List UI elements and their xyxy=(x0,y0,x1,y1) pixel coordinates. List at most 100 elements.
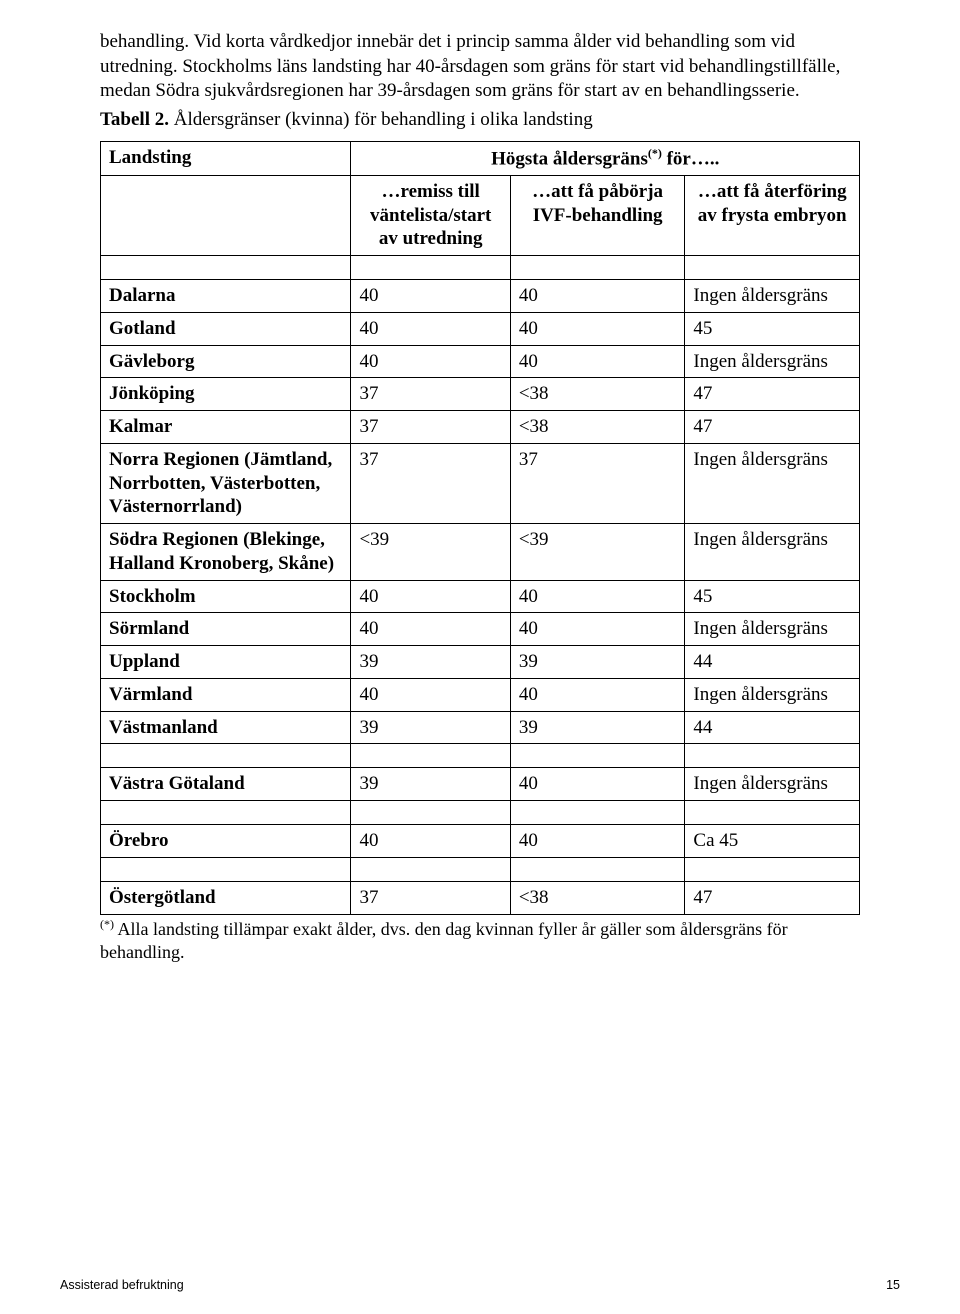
cell-c3: Ca 45 xyxy=(685,825,860,858)
table-header-row-2: …remiss till väntelista/start av utredni… xyxy=(101,175,860,255)
cell-c1: 40 xyxy=(351,580,510,613)
cell-c1: 39 xyxy=(351,646,510,679)
cell-c3: 47 xyxy=(685,881,860,914)
cell-c2: 40 xyxy=(510,345,685,378)
cell-c2: 40 xyxy=(510,312,685,345)
cell-c3: 47 xyxy=(685,378,860,411)
cell-c2: 39 xyxy=(510,711,685,744)
cell-c2: 40 xyxy=(510,768,685,801)
footer-left: Assisterad befruktning xyxy=(60,1278,184,1292)
cell-name: Gotland xyxy=(101,312,351,345)
table-spacer xyxy=(101,857,860,881)
cell-name: Örebro xyxy=(101,825,351,858)
table-row: Uppland 39 39 44 xyxy=(101,646,860,679)
cell-c2: <38 xyxy=(510,881,685,914)
cell-name: Stockholm xyxy=(101,580,351,613)
cell-c1: 39 xyxy=(351,768,510,801)
cell-c3: 47 xyxy=(685,411,860,444)
cell-c3: Ingen åldersgräns xyxy=(685,678,860,711)
cell-c3: Ingen åldersgräns xyxy=(685,443,860,523)
cell-name: Sörmland xyxy=(101,613,351,646)
table-row: Östergötland 37 <38 47 xyxy=(101,881,860,914)
cell-name: Gävleborg xyxy=(101,345,351,378)
caption-text: Åldersgränser (kvinna) för behandling i … xyxy=(169,109,593,130)
footnote-sup: (*) xyxy=(100,917,114,931)
cell-c2: 40 xyxy=(510,280,685,313)
table-spacer xyxy=(101,256,860,280)
cell-c3: 44 xyxy=(685,646,860,679)
cell-c3: Ingen åldersgräns xyxy=(685,524,860,581)
document-page: behandling. Vid korta vårdkedjor innebär… xyxy=(0,0,960,1314)
cell-c3: 45 xyxy=(685,580,860,613)
th-main: Högsta åldersgräns(*) för….. xyxy=(351,141,860,175)
cell-c1: 37 xyxy=(351,378,510,411)
cell-name: Norra Regionen (Jämtland, Norrbotten, Vä… xyxy=(101,443,351,523)
table-caption: Tabell 2. Åldersgränser (kvinna) för beh… xyxy=(100,108,860,133)
table-row: Värmland 40 40 Ingen åldersgräns xyxy=(101,678,860,711)
th-col3: …att få återföring av frysta embryon xyxy=(685,175,860,255)
cell-c3: Ingen åldersgräns xyxy=(685,345,860,378)
table-row: Stockholm 40 40 45 xyxy=(101,580,860,613)
table-row: Gävleborg 40 40 Ingen åldersgräns xyxy=(101,345,860,378)
cell-c2: 40 xyxy=(510,678,685,711)
cell-c1: 39 xyxy=(351,711,510,744)
cell-c3: Ingen åldersgräns xyxy=(685,280,860,313)
cell-c2: 40 xyxy=(510,825,685,858)
table-row: Västra Götaland 39 40 Ingen åldersgräns xyxy=(101,768,860,801)
cell-c2: 39 xyxy=(510,646,685,679)
cell-c3: Ingen åldersgräns xyxy=(685,613,860,646)
age-limits-table: Landsting Högsta åldersgräns(*) för….. …… xyxy=(100,141,860,915)
cell-c1: 40 xyxy=(351,613,510,646)
table-row: Jönköping 37 <38 47 xyxy=(101,378,860,411)
cell-c1: 37 xyxy=(351,881,510,914)
cell-c1: 37 xyxy=(351,443,510,523)
cell-c3: Ingen åldersgräns xyxy=(685,768,860,801)
th-main-sup: (*) xyxy=(648,146,662,160)
footer-page-number: 15 xyxy=(886,1278,900,1292)
table-row: Gotland 40 40 45 xyxy=(101,312,860,345)
cell-name: Kalmar xyxy=(101,411,351,444)
cell-c2: 37 xyxy=(510,443,685,523)
intro-paragraph: behandling. Vid korta vårdkedjor innebär… xyxy=(100,30,860,104)
cell-name: Västmanland xyxy=(101,711,351,744)
cell-name: Jönköping xyxy=(101,378,351,411)
cell-name: Värmland xyxy=(101,678,351,711)
caption-label: Tabell 2. xyxy=(100,109,169,130)
cell-c1: 37 xyxy=(351,411,510,444)
th-main-tail: för….. xyxy=(662,148,720,169)
th-landsting: Landsting xyxy=(101,141,351,175)
cell-c2: 40 xyxy=(510,580,685,613)
table-row: Södra Regionen (Blekinge, Halland Kronob… xyxy=(101,524,860,581)
table-footnote: (*) Alla landsting tillämpar exakt ålder… xyxy=(100,917,860,965)
table-row: Norra Regionen (Jämtland, Norrbotten, Vä… xyxy=(101,443,860,523)
cell-c3: 45 xyxy=(685,312,860,345)
cell-c2: 40 xyxy=(510,613,685,646)
cell-name: Södra Regionen (Blekinge, Halland Kronob… xyxy=(101,524,351,581)
cell-c3: 44 xyxy=(685,711,860,744)
cell-c1: 40 xyxy=(351,280,510,313)
cell-name: Västra Götaland xyxy=(101,768,351,801)
cell-name: Dalarna xyxy=(101,280,351,313)
cell-c1: 40 xyxy=(351,345,510,378)
cell-c1: 40 xyxy=(351,825,510,858)
table-row: Örebro 40 40 Ca 45 xyxy=(101,825,860,858)
cell-c2: <39 xyxy=(510,524,685,581)
cell-c1: <39 xyxy=(351,524,510,581)
th-blank xyxy=(101,175,351,255)
page-footer: Assisterad befruktning 15 xyxy=(60,1278,900,1292)
cell-c1: 40 xyxy=(351,312,510,345)
table-row: Kalmar 37 <38 47 xyxy=(101,411,860,444)
footnote-text: Alla landsting tillämpar exakt ålder, dv… xyxy=(100,919,788,962)
th-col2: …att få påbörja IVF-behandling xyxy=(510,175,685,255)
table-header-row-1: Landsting Högsta åldersgräns(*) för….. xyxy=(101,141,860,175)
table-spacer xyxy=(101,744,860,768)
cell-name: Östergötland xyxy=(101,881,351,914)
table-row: Dalarna 40 40 Ingen åldersgräns xyxy=(101,280,860,313)
cell-name: Uppland xyxy=(101,646,351,679)
table-row: Sörmland 40 40 Ingen åldersgräns xyxy=(101,613,860,646)
cell-c1: 40 xyxy=(351,678,510,711)
cell-c2: <38 xyxy=(510,411,685,444)
th-main-text: Högsta åldersgräns xyxy=(491,148,648,169)
table-spacer xyxy=(101,801,860,825)
th-col1: …remiss till väntelista/start av utredni… xyxy=(351,175,510,255)
